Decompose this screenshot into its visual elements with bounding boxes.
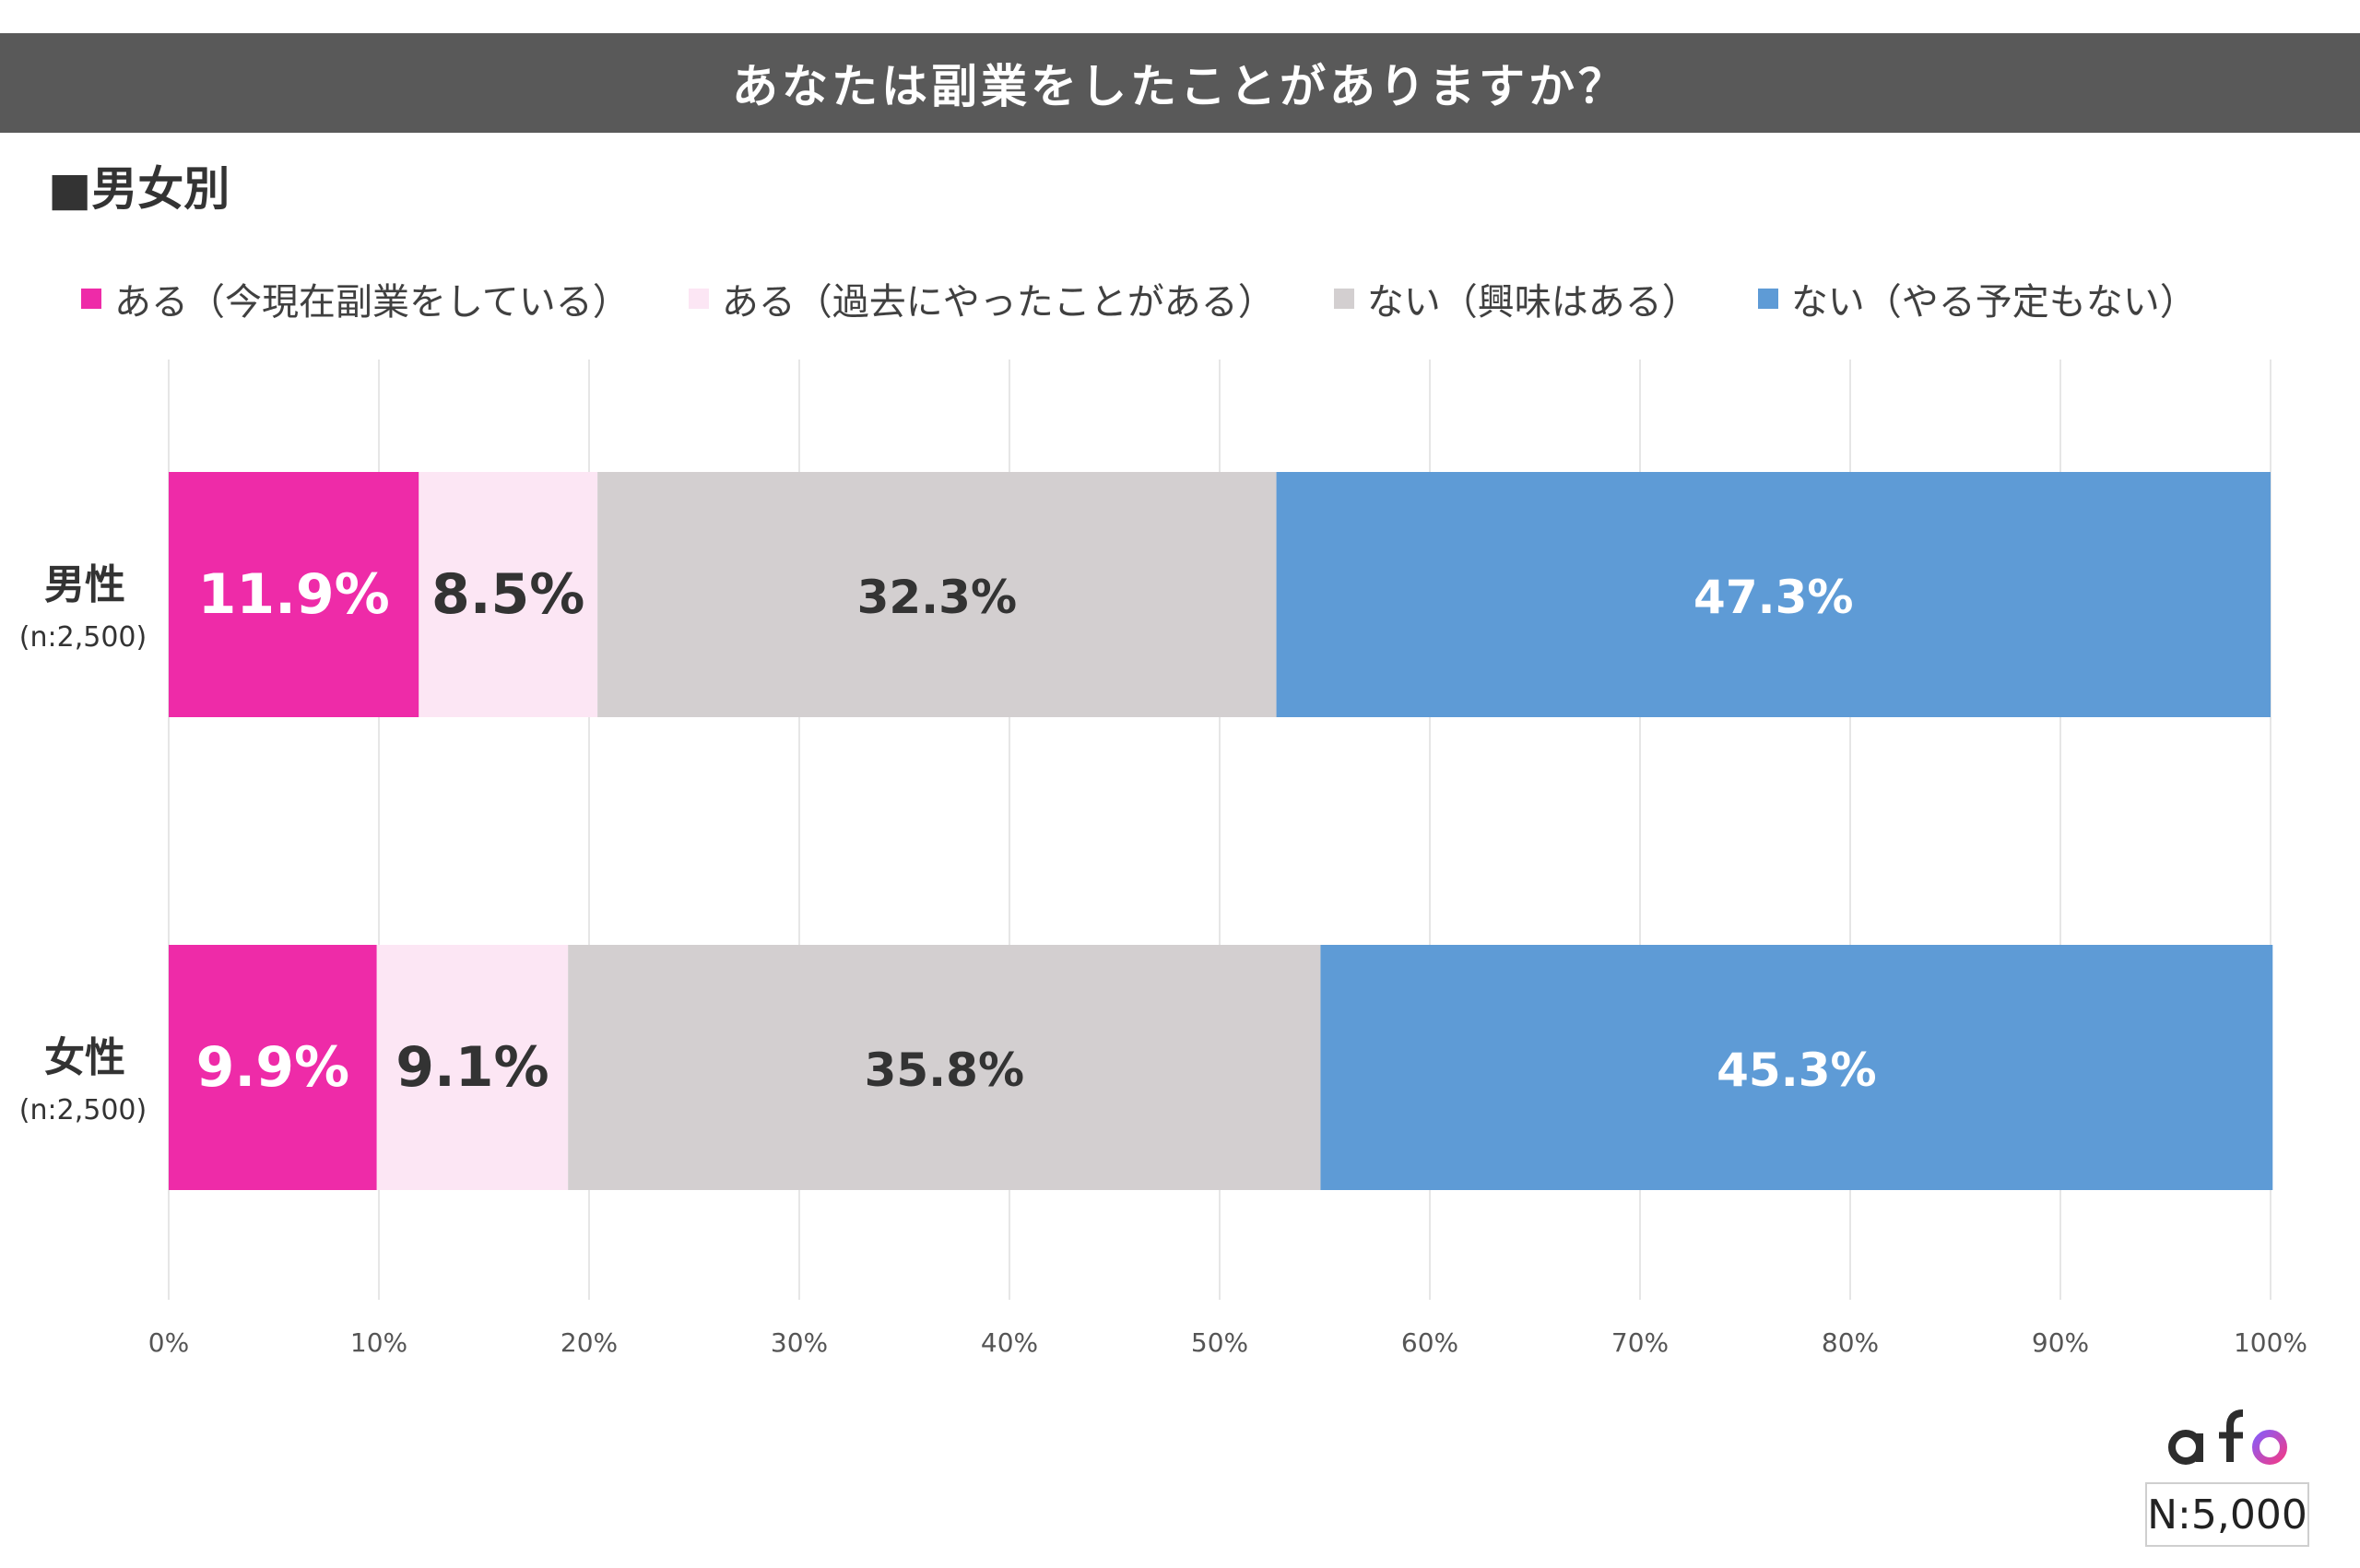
legend-swatch-past <box>688 289 709 309</box>
bar-segment <box>568 945 1321 1190</box>
legend-item-current: ある（今現在副業をしている） <box>81 272 630 325</box>
legend-item-interested: ない（興味はある） <box>1333 272 1699 325</box>
afb-logo <box>2168 1409 2287 1465</box>
category-sample-label: (n:2,500) <box>19 621 147 654</box>
x-tick-label: 60% <box>1401 1327 1458 1358</box>
bar-segment <box>169 472 419 717</box>
bar-segment <box>169 945 377 1190</box>
x-tick-label: 80% <box>1822 1327 1879 1358</box>
x-tick-label: 40% <box>981 1327 1038 1358</box>
data-label: 9.9% <box>196 1035 349 1100</box>
bar-segment <box>1276 472 2271 717</box>
stacked-bar-chart: 0% 10% 20% 30% 40% 50% 60% 70% 80% 90% 100% 11.9% 8.… <box>19 360 2307 1358</box>
bar-segment <box>1320 945 2273 1190</box>
x-tick-label: 50% <box>1191 1327 1248 1358</box>
data-label: 47.3% <box>1693 571 1853 624</box>
chart-subtitle: ■男女別 <box>48 162 230 216</box>
legend-item-not-planned: ない（やる予定もない） <box>1757 272 2197 325</box>
bar-segment <box>376 945 569 1190</box>
bar-segment <box>597 472 1277 717</box>
x-tick-label: 20% <box>560 1327 618 1358</box>
data-label: 32.3% <box>857 571 1017 624</box>
category-label: 女性 <box>44 1034 125 1081</box>
legend: ある（今現在副業をしている） ある（過去にやったことがある） ない（興味はある）… <box>81 269 2197 328</box>
legend-label-interested: ない（興味はある） <box>1366 281 1699 324</box>
category-sample-label: (n:2,500) <box>19 1094 147 1126</box>
sample-size-box: N:5,000 <box>2145 1482 2309 1547</box>
category-label: 男性 <box>44 561 125 608</box>
x-tick-label: 70% <box>1611 1327 1669 1358</box>
legend-swatch-not-planned <box>1757 289 1778 309</box>
x-tick-label: 90% <box>2032 1327 2089 1358</box>
x-tick-label: 30% <box>771 1327 828 1358</box>
legend-swatch-current <box>81 289 101 309</box>
legend-label-not-planned: ない（やる予定もない） <box>1790 281 2197 324</box>
data-label: 8.5% <box>431 562 584 627</box>
legend-swatch-interested <box>1333 289 1354 309</box>
x-tick-label: 10% <box>350 1327 407 1358</box>
data-label: 35.8% <box>865 1043 1024 1097</box>
data-label: 9.1% <box>395 1035 549 1100</box>
bar-segment <box>419 472 598 717</box>
legend-item-past: ある（過去にやったことがある） <box>688 272 1275 325</box>
legend-label-past: ある（過去にやったことがある） <box>721 281 1275 324</box>
x-tick-label: 100% <box>2234 1327 2307 1358</box>
legend-label-current: ある（今現在副業をしている） <box>114 281 630 324</box>
x-tick-label: 0% <box>148 1327 189 1358</box>
data-label: 45.3% <box>1717 1043 1876 1097</box>
chart-title: あなたは副業をしたことがありますか？ <box>0 33 2360 133</box>
data-label: 11.9% <box>198 562 390 627</box>
